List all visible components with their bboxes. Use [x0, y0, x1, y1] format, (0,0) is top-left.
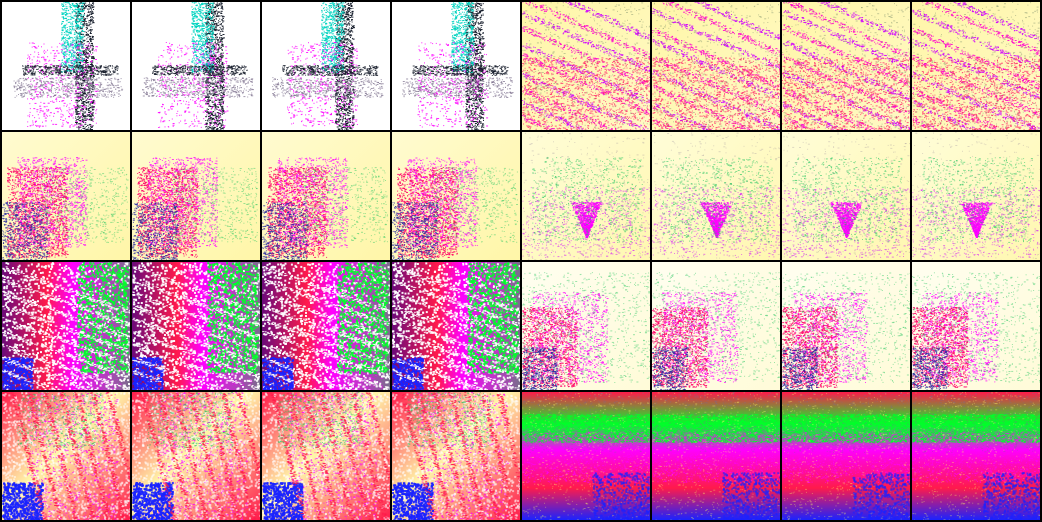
tile-image [132, 2, 260, 130]
tile-image [262, 262, 390, 390]
tile-r1-c3 [262, 2, 390, 130]
tile-r3-c1 [2, 262, 130, 390]
tile-image [262, 132, 390, 260]
tile-image [2, 392, 130, 520]
tile-image [652, 2, 780, 130]
tile-image [652, 262, 780, 390]
tile-r3-c3 [262, 262, 390, 390]
tile-r4-c5 [522, 392, 650, 520]
tile-r3-c7 [782, 262, 910, 390]
tile-image [392, 2, 520, 130]
tile-image [782, 262, 910, 390]
tile-r1-c2 [132, 2, 260, 130]
tile-image [912, 262, 1040, 390]
tile-r2-c2 [132, 132, 260, 260]
tile-r3-c5 [522, 262, 650, 390]
tile-r1-c5 [522, 2, 650, 130]
tile-image [652, 392, 780, 520]
tile-r4-c2 [132, 392, 260, 520]
tile-image [912, 132, 1040, 260]
tile-image [2, 2, 130, 130]
tile-image [392, 132, 520, 260]
tile-image [782, 132, 910, 260]
tile-image [522, 2, 650, 130]
tile-r3-c6 [652, 262, 780, 390]
tile-r4-c1 [2, 392, 130, 520]
tile-image [912, 2, 1040, 130]
tile-image [2, 132, 130, 260]
tile-r1-c6 [652, 2, 780, 130]
tile-image [782, 392, 910, 520]
tile-image [522, 262, 650, 390]
tile-r3-c8 [912, 262, 1040, 390]
tile-r2-c6 [652, 132, 780, 260]
tile-r4-c7 [782, 392, 910, 520]
tile-r4-c8 [912, 392, 1040, 520]
tile-image [2, 262, 130, 390]
tile-image [132, 392, 260, 520]
tile-r4-c3 [262, 392, 390, 520]
tile-image [392, 392, 520, 520]
tile-image [392, 262, 520, 390]
tile-image [652, 132, 780, 260]
tile-r2-c4 [392, 132, 520, 260]
tile-image [132, 132, 260, 260]
tile-r2-c3 [262, 132, 390, 260]
tile-image [262, 2, 390, 130]
tile-r1-c4 [392, 2, 520, 130]
tile-r2-c5 [522, 132, 650, 260]
tile-image [522, 392, 650, 520]
tile-image [522, 132, 650, 260]
tile-r2-c7 [782, 132, 910, 260]
tile-image [132, 262, 260, 390]
tile-r1-c1 [2, 2, 130, 130]
tile-r4-c6 [652, 392, 780, 520]
tile-r1-c7 [782, 2, 910, 130]
tile-image [912, 392, 1040, 520]
tile-r3-c2 [132, 262, 260, 390]
tile-image [782, 2, 910, 130]
tile-r2-c1 [2, 132, 130, 260]
tile-r3-c4 [392, 262, 520, 390]
tile-r1-c8 [912, 2, 1040, 130]
tile-r2-c8 [912, 132, 1040, 260]
tile-r4-c4 [392, 392, 520, 520]
tile-image [262, 392, 390, 520]
